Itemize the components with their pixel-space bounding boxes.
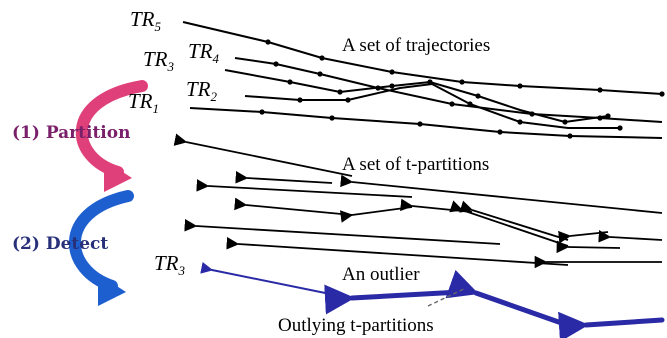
partition-curve-arrow: [76, 80, 148, 178]
outlier-segment-4: [558, 311, 665, 338]
partition-label: (1) Partition: [12, 123, 130, 143]
trajectory-points: [259, 39, 665, 139]
title-outlying-partitions: Outlying t-partitions: [278, 315, 434, 336]
partition-step: (1) Partition: [12, 80, 148, 192]
outlier-trajectory-label: TR3: [154, 251, 186, 278]
label-tr5: TR5: [130, 7, 162, 34]
partition-h: [339, 206, 413, 223]
detect-curve-arrow: [69, 190, 134, 292]
partition-e: [558, 230, 609, 244]
partition-k: [556, 240, 621, 254]
partition-set: [173, 133, 663, 269]
detect-label: (2) Detect: [12, 234, 108, 254]
trajectory-tr4: [234, 57, 663, 123]
title-outlier: An outlier: [342, 264, 420, 285]
partition-i: [234, 197, 353, 216]
partition-f: [598, 230, 663, 243]
label-tr3: TR3: [143, 47, 175, 74]
partition-d: [196, 179, 413, 198]
label-tr4: TR4: [188, 39, 220, 66]
partition-o: [226, 236, 569, 266]
outlier-segment-1: [200, 261, 341, 297]
title-partitions: A set of t-partitions: [342, 154, 489, 175]
outlier-segment-3: [445, 269, 573, 329]
partition-l: [184, 219, 501, 245]
partition-arrowhead: [104, 160, 132, 192]
outlying-callout-line: [427, 287, 467, 307]
outlier-trajectory: [200, 261, 665, 338]
trajectory-tr2: [244, 82, 620, 129]
detect-arrowhead: [98, 274, 126, 306]
partition-j: [459, 200, 569, 241]
label-tr2: TR2: [186, 77, 218, 104]
detect-step: (2) Detect: [12, 190, 134, 306]
partition-n: [449, 200, 569, 247]
title-trajectories: A set of trajectories: [342, 35, 490, 56]
outlier-segment-2: [324, 284, 463, 315]
partition-b: [340, 174, 663, 214]
partition-c: [235, 171, 333, 184]
trajectory-tr5: [182, 21, 663, 95]
label-tr1: TR1: [128, 89, 159, 116]
partition-a: [173, 133, 353, 177]
